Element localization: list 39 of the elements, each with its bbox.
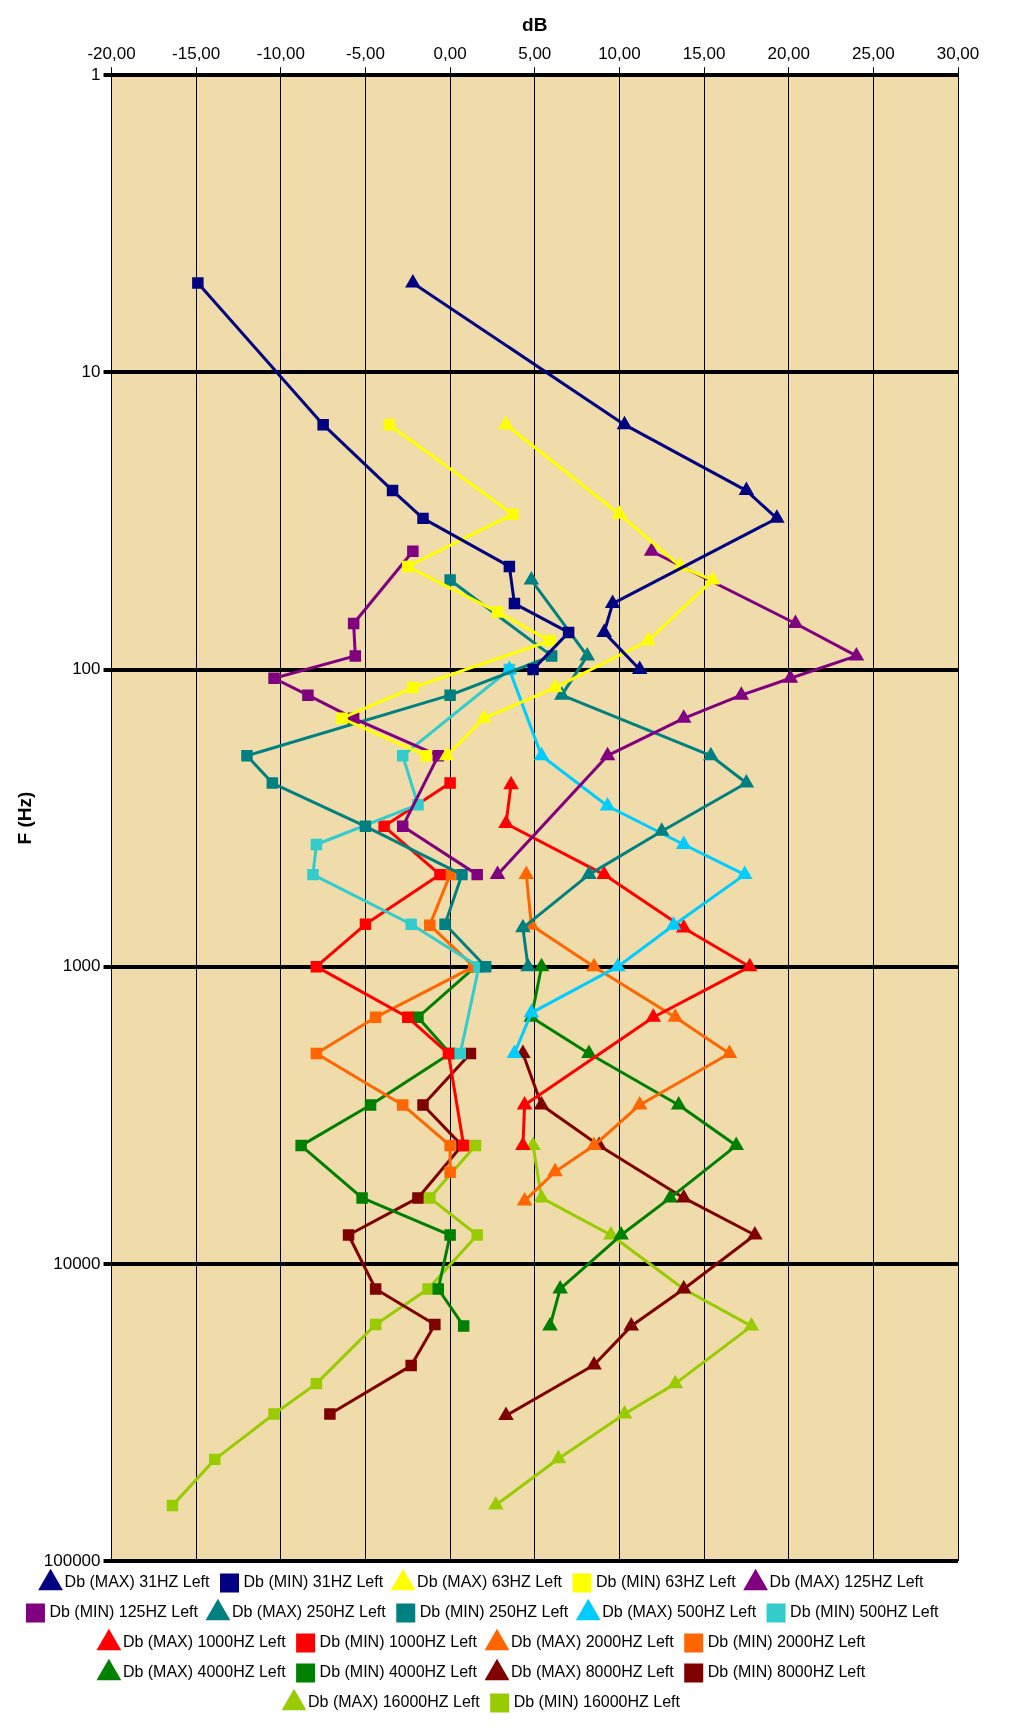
- x-axis-title: dB: [522, 13, 548, 35]
- x-tick-label: 15,00: [682, 43, 726, 63]
- legend-label: Db (MIN) 8000HZ Left: [707, 1663, 866, 1681]
- y-tick-label: 10: [81, 362, 101, 382]
- legend-label: Db (MAX) 500HZ Left: [602, 1603, 757, 1621]
- legend-label: Db (MAX) 1000HZ Left: [122, 1633, 287, 1651]
- legend-label: Db (MAX) 16000HZ Left: [308, 1693, 481, 1711]
- legend-label: Db (MAX) 63HZ Left: [417, 1573, 563, 1591]
- y-axis-title: F (Hz): [13, 791, 35, 845]
- legend-label: Db (MIN) 31HZ Left: [243, 1573, 384, 1591]
- legend-label: Db (MAX) 250HZ Left: [231, 1603, 387, 1621]
- legend-label: Db (MIN) 63HZ Left: [596, 1573, 737, 1591]
- legend-label: Db (MAX) 31HZ Left: [64, 1573, 211, 1591]
- x-tick-label: 25,00: [852, 43, 895, 63]
- y-tick-label: 10000: [53, 1253, 101, 1273]
- x-tick-label: -10,00: [256, 43, 305, 63]
- legend-label: Db (MIN) 16000HZ Left: [513, 1693, 681, 1711]
- legend-label: Db (MAX) 125HZ Left: [769, 1573, 924, 1591]
- x-tick-label: -20,00: [87, 43, 136, 63]
- legend-label: Db (MAX) 4000HZ Left: [122, 1663, 287, 1681]
- x-tick-label: 20,00: [767, 43, 810, 63]
- y-tick-label: 100000: [43, 1550, 101, 1570]
- legend-label: Db (MIN) 1000HZ Left: [319, 1633, 478, 1651]
- y-tick-label: 1000: [62, 956, 101, 976]
- x-tick-label: 30,00: [936, 43, 980, 63]
- x-tick-label: -5,00: [346, 43, 385, 63]
- x-tick-label: 0,00: [433, 43, 467, 63]
- legend-label: Db (MIN) 250HZ Left: [419, 1603, 569, 1621]
- x-tick-label: 5,00: [518, 43, 552, 63]
- legend-label: Db (MIN) 2000HZ Left: [707, 1633, 866, 1651]
- legend-label: Db (MIN) 125HZ Left: [49, 1603, 199, 1621]
- legend-label: Db (MIN) 4000HZ Left: [319, 1663, 478, 1681]
- y-tick-label: 1: [91, 64, 101, 84]
- legend-label: Db (MAX) 8000HZ Left: [511, 1663, 675, 1681]
- y-tick-label: 100: [72, 659, 101, 679]
- x-tick-label: 10,00: [598, 43, 641, 63]
- legend-label: Db (MIN) 500HZ Left: [790, 1603, 940, 1621]
- legend-label: Db (MAX) 2000HZ Left: [511, 1633, 675, 1651]
- x-tick-label: -15,00: [172, 43, 221, 63]
